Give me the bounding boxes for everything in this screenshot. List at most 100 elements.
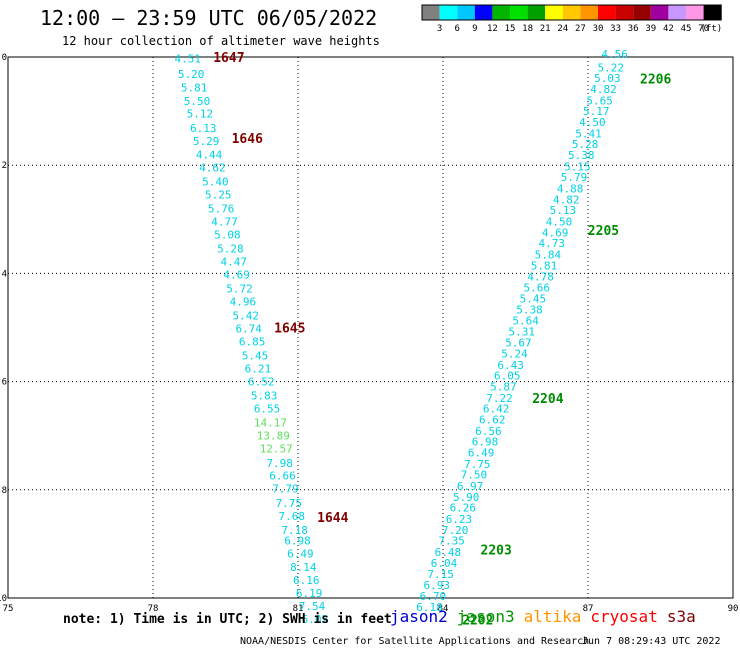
swh-value: 7.20 <box>442 524 469 537</box>
swh-value: 14.17 <box>254 417 287 430</box>
lat-tick-label: 0 <box>2 53 7 63</box>
legend-jason3: jason3 <box>456 607 515 626</box>
swh-value: 6.05 <box>494 370 521 383</box>
swh-value: 5.25 <box>205 188 232 201</box>
swh-value: 5.72 <box>226 283 253 296</box>
swh-value: 5.13 <box>550 204 577 217</box>
pass-time-label: 2204 <box>532 392 563 407</box>
satellite-legend: jason2 jason3 altika cryosat s3a <box>390 607 705 626</box>
colorbar-swatch <box>457 5 475 20</box>
colorbar-label: 33 <box>610 24 621 34</box>
lat-tick-label: -4 <box>0 269 7 279</box>
colorbar-swatch <box>668 5 686 20</box>
swh-value: 5.65 <box>586 94 613 107</box>
swh-value: 6.42 <box>483 403 510 416</box>
swh-value: 5.81 <box>531 259 558 272</box>
swh-value: 4.82 <box>553 193 580 206</box>
swh-value: 6.49 <box>468 446 495 459</box>
pass-time-label: 2203 <box>481 543 512 558</box>
colorbar-swatch <box>422 5 440 20</box>
lon-tick-label: 84 <box>438 604 449 614</box>
swh-value: 6.97 <box>457 480 484 493</box>
swh-value: 5.17 <box>583 105 610 118</box>
lat-tick-label: -8 <box>0 486 7 496</box>
pass-time-label: 1647 <box>213 51 244 66</box>
swh-colorbar: 3 6 9 12 15 18 21 24 27 30 33 36 39 42 45 70(ft) <box>421 4 722 34</box>
swh-value: 6.98 <box>472 436 499 449</box>
swh-value: 6.93 <box>423 579 450 592</box>
swh-value: 7.75 <box>276 497 303 510</box>
colorbar-label: 30 <box>593 24 604 34</box>
swh-value: 5.12 <box>187 107 214 120</box>
pass-time-label: 2202 <box>462 614 493 629</box>
swh-value: 5.67 <box>505 337 532 350</box>
swh-value: 4.51 <box>175 53 202 66</box>
lon-tick-label: 87 <box>583 604 594 614</box>
colorbar-swatch <box>580 5 598 20</box>
swh-value: 6.04 <box>431 557 458 570</box>
colorbar-label: 24 <box>557 24 568 34</box>
swh-value: 4.78 <box>527 271 554 284</box>
pass-time-label: 1645 <box>274 322 305 337</box>
swh-value: 5.76 <box>208 202 235 215</box>
legend-jason2: jason2 <box>390 607 448 626</box>
swh-value: 7.35 <box>438 535 465 548</box>
colorbar-swatch <box>545 5 563 20</box>
swh-value: 4.77 <box>211 215 238 228</box>
swh-value: 5.03 <box>594 72 621 85</box>
swh-value: 5.40 <box>202 175 229 188</box>
lat-tick-label: -2 <box>0 161 7 171</box>
swh-value: 4.50 <box>546 215 573 228</box>
legend-s3a: s3a <box>666 607 696 626</box>
swh-value: 5.28 <box>217 243 244 256</box>
swh-value: 5.45 <box>242 350 269 363</box>
credit-date: Jun 7 08:29:43 UTC 2022 <box>582 636 721 647</box>
swh-value: 5.38 <box>516 304 543 317</box>
colorbar-label: 3 <box>437 24 442 34</box>
swh-value: 5.20 <box>178 68 205 81</box>
swh-value: 4.88 <box>557 182 584 195</box>
swh-value: 6.98 <box>284 535 311 548</box>
swh-value: 5.29 <box>193 135 220 148</box>
lon-tick-label: 78 <box>148 604 159 614</box>
pass-time-label: 2206 <box>640 73 671 88</box>
swh-value: 5.38 <box>568 149 595 162</box>
colorbar-label: 45 <box>681 24 692 34</box>
swh-value: 7.50 <box>461 469 488 482</box>
swh-value: 7.22 <box>486 392 513 405</box>
swh-value: 5.45 <box>520 292 547 305</box>
colorbar-label: 15 <box>505 24 516 34</box>
pass-time-label: 1644 <box>317 511 348 526</box>
swh-value: 5.28 <box>572 138 599 151</box>
colorbar-label: 18 <box>522 24 533 34</box>
swh-value: 13.89 <box>257 430 290 443</box>
swh-value: 6.16 <box>293 574 320 587</box>
swh-value: 5.79 <box>561 171 588 184</box>
lon-tick-label: 90 <box>728 604 739 614</box>
swh-value: 5.81 <box>181 81 208 94</box>
swh-value: 6.52 <box>248 376 275 389</box>
swh-value: 6.43 <box>497 359 524 372</box>
swh-value: 6.62 <box>479 413 506 426</box>
colorbar-swatch <box>633 5 651 20</box>
swh-value: 5.24 <box>501 347 528 360</box>
swh-value: 7.98 <box>266 457 293 470</box>
swh-value: 4.69 <box>223 268 250 281</box>
colorbar-swatch <box>615 5 634 20</box>
swh-value: 4.73 <box>539 237 566 250</box>
swh-value: 7.18 <box>281 524 308 537</box>
swh-value: 6.26 <box>450 502 477 515</box>
swh-value: 8.14 <box>290 561 317 574</box>
swh-value: 12.57 <box>260 443 293 456</box>
swh-value: 5.87 <box>490 380 517 393</box>
legend-altika: altika <box>523 607 582 626</box>
colorbar-swatch <box>598 5 616 20</box>
swh-value: 6.74 <box>235 323 262 336</box>
swh-value: 6.55 <box>254 403 281 416</box>
lat-tick-label: -10 <box>0 594 7 604</box>
swh-value: 4.69 <box>542 226 569 239</box>
swh-value: 5.66 <box>524 281 551 294</box>
swh-value: 6.85 <box>239 336 266 349</box>
swh-value: 6.70 <box>420 590 447 603</box>
colorbar-swatch <box>439 5 458 20</box>
